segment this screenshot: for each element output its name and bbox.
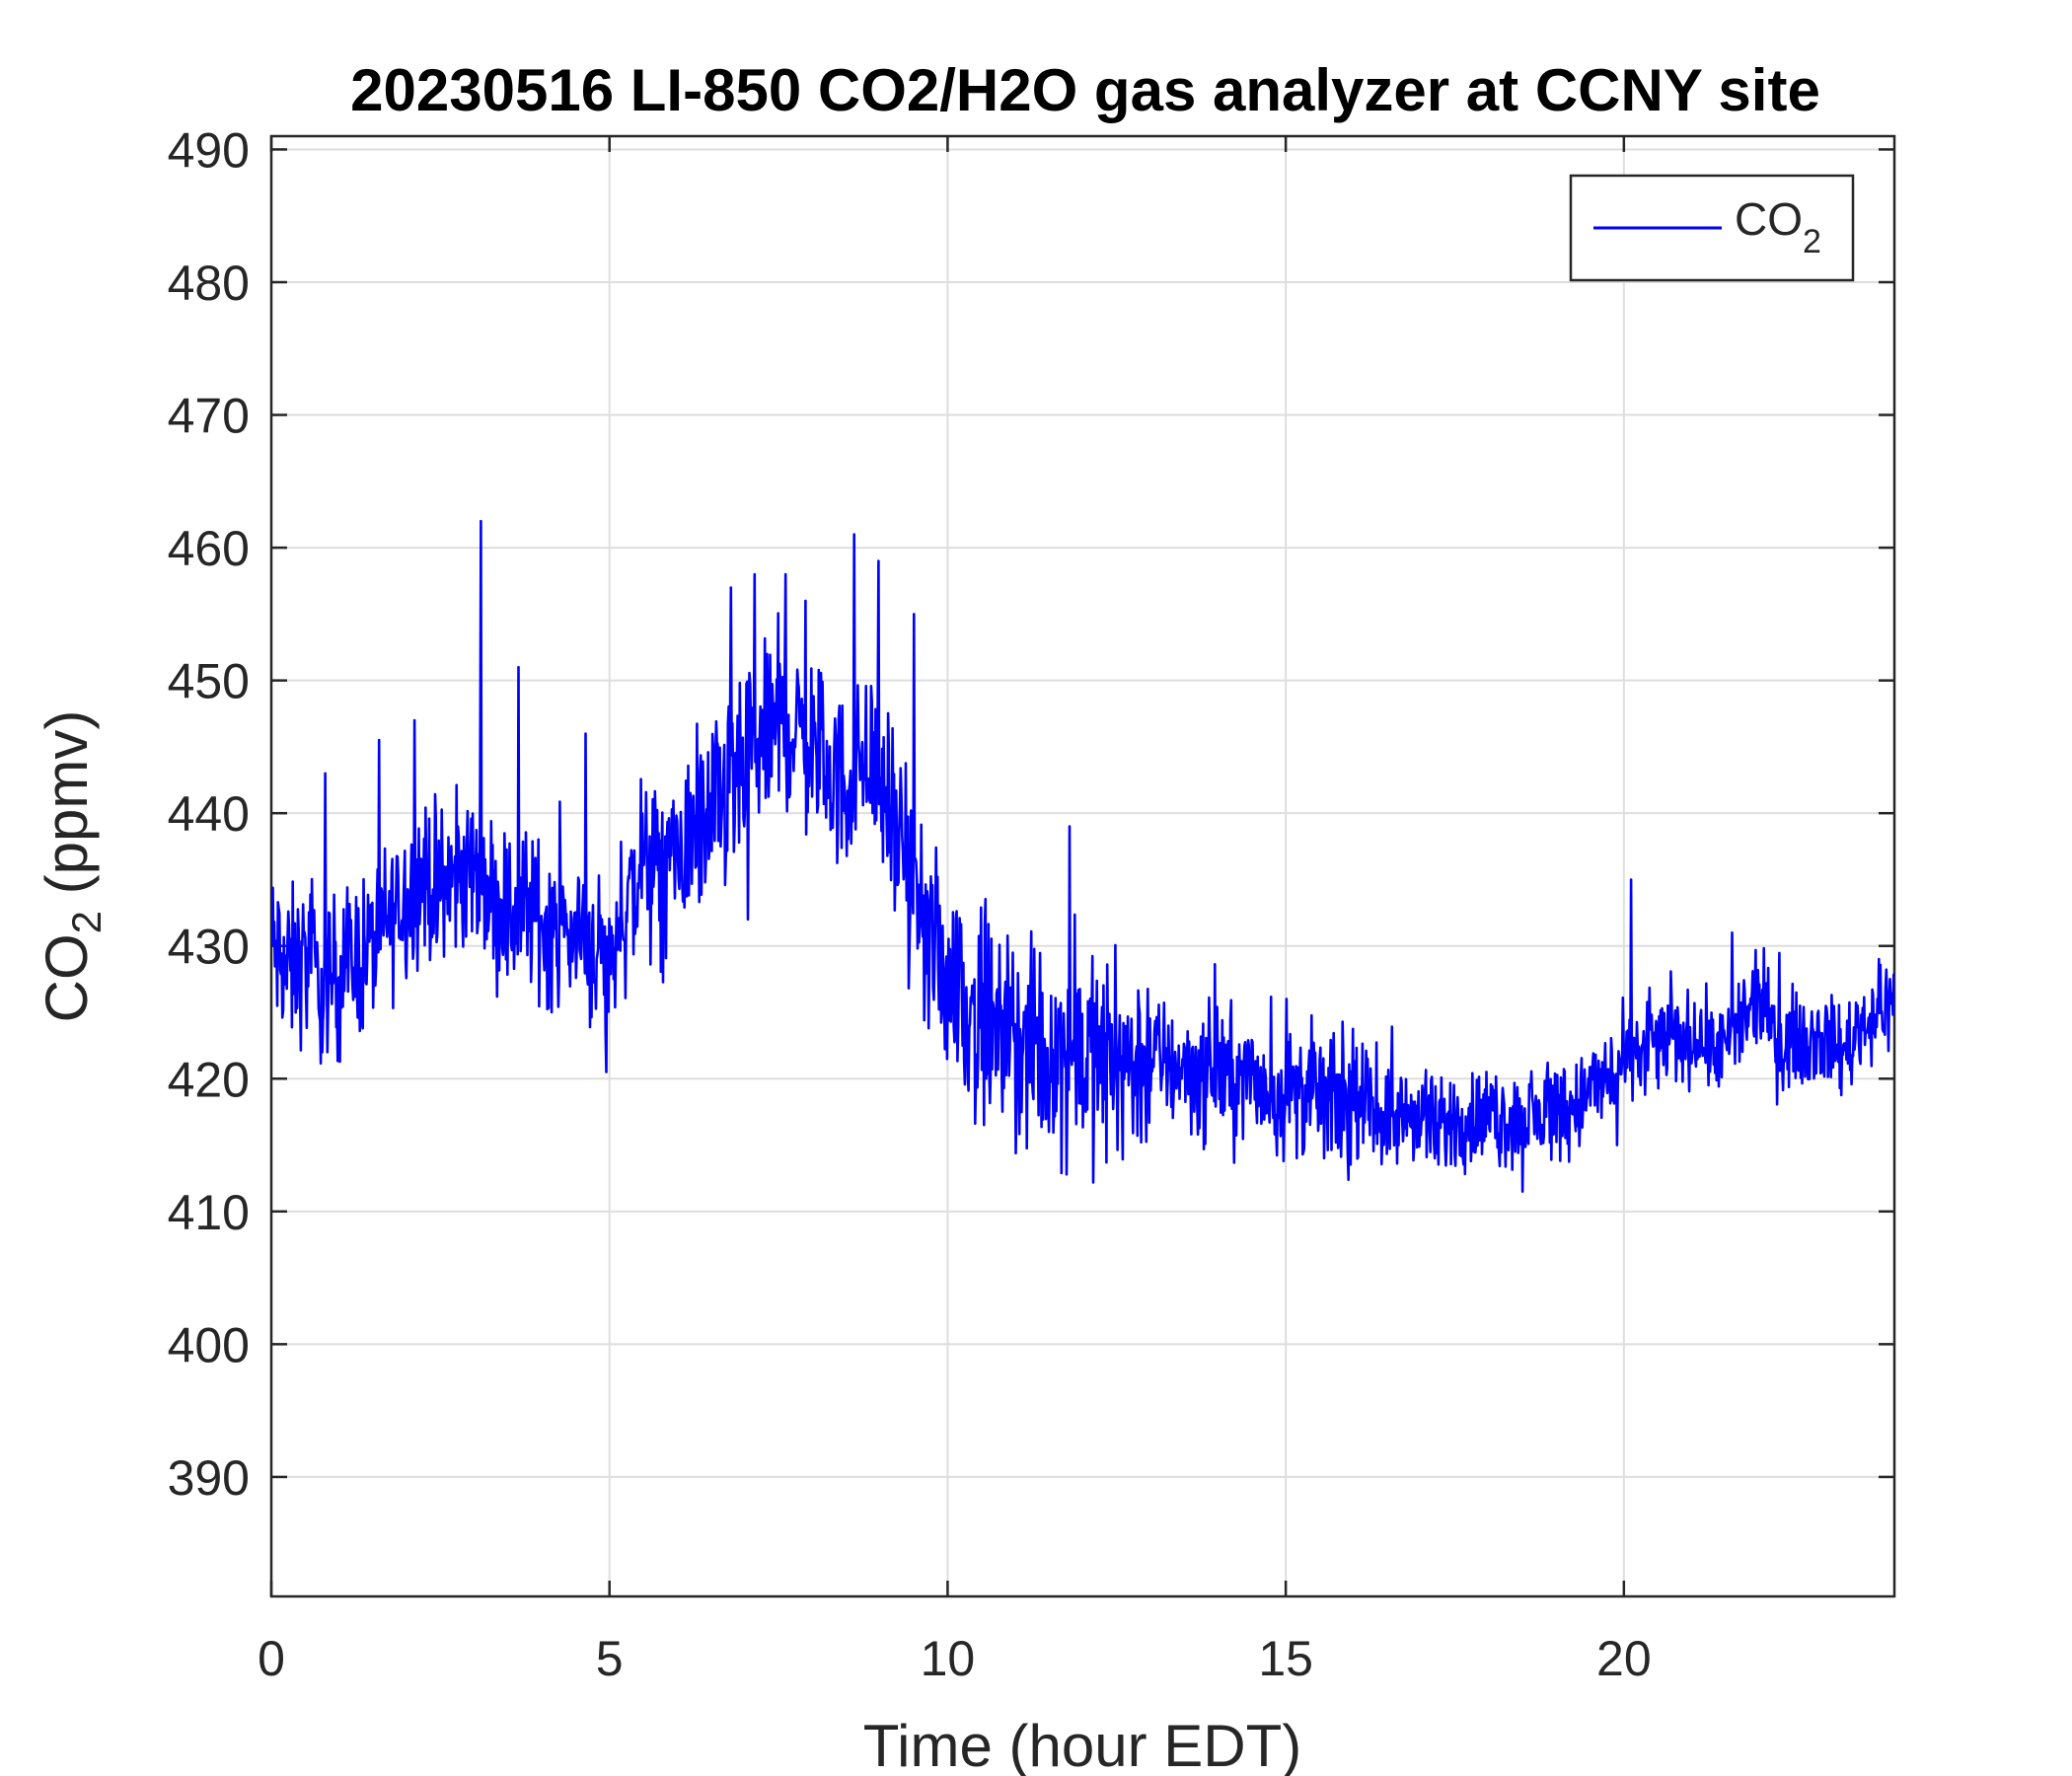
- y-tick-label: 470: [168, 389, 250, 444]
- y-tick-label: 430: [168, 920, 250, 975]
- legend-entry-co2-subscript: 2: [1803, 223, 1821, 260]
- y-tick-label: 440: [168, 786, 250, 842]
- series-layer: [271, 519, 1894, 1193]
- y-tick-label: 400: [168, 1317, 250, 1372]
- y-tick-label: 490: [168, 122, 250, 178]
- x-tick-label: 10: [921, 1631, 976, 1686]
- y-tick-label: 480: [168, 256, 250, 311]
- x-tick-label: 0: [258, 1631, 285, 1686]
- y-axis-title-base: CO: [34, 933, 100, 1022]
- y-tick-label: 450: [168, 654, 250, 709]
- y-tick-label: 460: [168, 521, 250, 576]
- series-line-co2: [271, 519, 1894, 1193]
- x-axis-title: Time (hour EDT): [863, 1713, 1302, 1776]
- chart-title: 20230516 LI-850 CO2/H2O gas analyzer at …: [350, 57, 1820, 123]
- y-axis-title: CO2 (ppmv): [34, 710, 110, 1023]
- x-tick-label: 5: [596, 1631, 624, 1686]
- y-axis-title-subscript: 2: [63, 911, 110, 933]
- y-tick-label: 420: [168, 1052, 250, 1107]
- y-tick-label: 390: [168, 1450, 250, 1506]
- legend-entry-co2: CO2: [1735, 193, 1821, 260]
- grid: [271, 136, 1894, 1596]
- y-axis-title-units: (ppmv): [34, 710, 100, 911]
- plot-area-frame: [269, 134, 1896, 1598]
- x-tick-label: 15: [1258, 1631, 1313, 1686]
- legend-entry-co2-base: CO: [1735, 193, 1803, 245]
- x-tick-label: 20: [1596, 1631, 1652, 1686]
- y-tick-label: 410: [168, 1185, 250, 1240]
- axis-ticks: 0 5 10 15 20 390 400 410 420 430 440 450 460 470 480 49…: [168, 122, 1894, 1686]
- legend: CO2: [1569, 174, 1855, 282]
